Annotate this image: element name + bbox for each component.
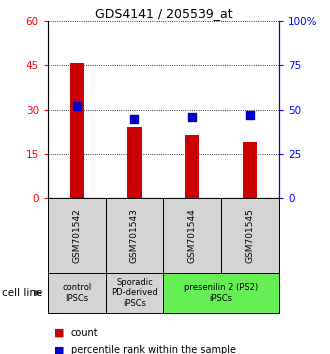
Text: cell line: cell line [2,288,42,298]
Bar [48,198,106,273]
Point [189,114,195,120]
Point [74,103,79,109]
Text: count: count [71,328,99,338]
Point [132,116,137,121]
Bar [127,127,142,198]
Text: GSM701542: GSM701542 [72,208,81,263]
Bar [106,273,163,313]
Bar [185,135,199,198]
Bar [221,198,279,273]
Text: percentile rank within the sample: percentile rank within the sample [71,346,236,354]
Text: GSM701545: GSM701545 [246,208,254,263]
Bar [70,63,84,198]
Title: GDS4141 / 205539_at: GDS4141 / 205539_at [94,7,232,20]
Text: control
IPSCs: control IPSCs [62,283,91,303]
Bar [163,198,221,273]
Text: GSM701543: GSM701543 [130,208,139,263]
Bar [163,273,279,313]
Bar [106,198,163,273]
Point [248,112,253,118]
Bar [243,142,257,198]
Text: Sporadic
PD-derived
iPSCs: Sporadic PD-derived iPSCs [111,278,158,308]
Text: presenilin 2 (PS2)
iPSCs: presenilin 2 (PS2) iPSCs [184,283,258,303]
Text: ■: ■ [54,346,65,354]
Bar [48,273,106,313]
Text: ■: ■ [54,328,65,338]
Text: GSM701544: GSM701544 [188,208,197,263]
